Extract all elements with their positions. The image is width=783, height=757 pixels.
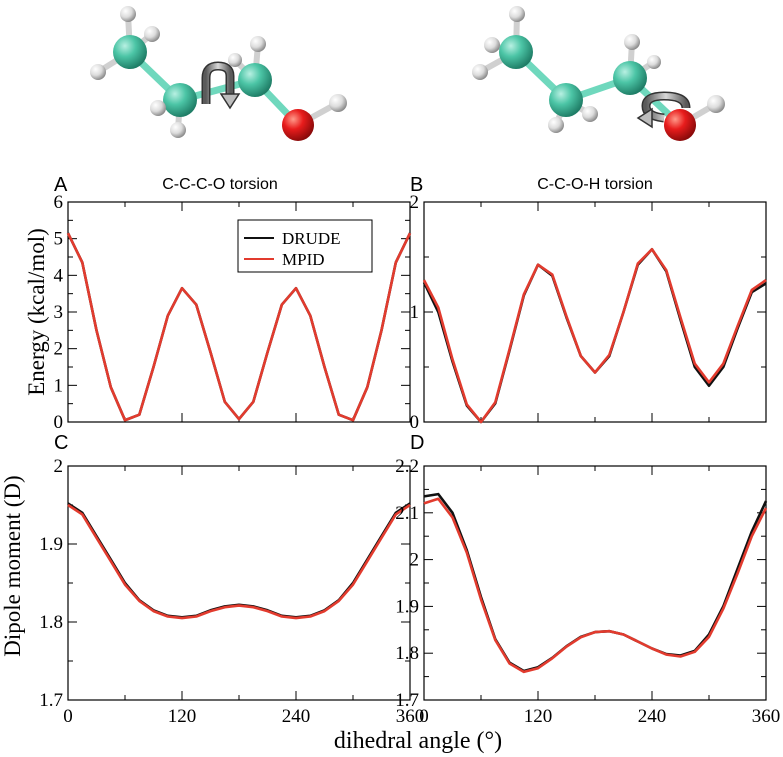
x-axis-label: dihedral angle (°): [334, 728, 502, 754]
plot-frame-c: [67, 465, 411, 701]
x-tick-label: 360: [396, 706, 425, 727]
molecule-ccoh: [472, 6, 725, 141]
panel-letter-b: B: [410, 174, 423, 196]
y-tick-label: 3: [54, 302, 64, 323]
series-line-mpid: [423, 497, 768, 674]
y-tick-label: 1: [410, 302, 420, 323]
panel-b: 0 1 2: [410, 192, 767, 433]
y-tick-label: 2: [54, 339, 64, 360]
series-line-mpid: [66, 232, 412, 422]
y-tick-label: 6: [54, 192, 64, 213]
rotation-arrow-icon: [201, 61, 241, 110]
y-tick-label: 1.8: [395, 643, 419, 664]
y-tick-label: 1.9: [39, 534, 63, 555]
panel-d: 1.7 1.8 1.9 2 2.1 2.2 0 120 240 360: [395, 456, 780, 727]
x-tick-label: 120: [168, 706, 197, 727]
panel-title-b: C-C-O-H torsion: [537, 176, 653, 193]
y-axis-label-dipole: Dipole moment (D): [0, 475, 25, 656]
series-line-mpid: [422, 248, 767, 424]
x-tick-label: 360: [752, 706, 781, 727]
y-tick-label: 5: [54, 229, 64, 250]
x-tick-label: 240: [282, 706, 311, 727]
y-tick-label: 2: [410, 192, 420, 213]
panel-letter-a: A: [54, 174, 68, 196]
y-tick-label: 2.1: [395, 503, 419, 524]
panel-title-a: C-C-C-O torsion: [162, 176, 278, 193]
panel-a: 0 1 2 3 4 5 6: [54, 192, 412, 433]
y-tick-label: 2.2: [395, 456, 419, 477]
molecule-ccco: [90, 6, 347, 141]
legend: DRUDE MPID: [237, 219, 373, 273]
series-line-mpid: [67, 503, 411, 620]
y-tick-label: 0: [410, 412, 420, 433]
y-tick-label: 0: [54, 412, 64, 433]
y-tick-label: 1.7: [39, 690, 63, 711]
legend-label-drude: DRUDE: [282, 229, 341, 248]
y-tick-label: 1.9: [395, 596, 419, 617]
panel-letter-c: C: [54, 432, 68, 454]
y-tick-label: 1.7: [395, 690, 419, 711]
y-tick-label: 4: [54, 265, 64, 286]
rotation-arrow-icon: [636, 91, 691, 129]
y-tick-label: 2: [410, 550, 420, 571]
x-tick-label: 0: [63, 706, 73, 727]
x-tick-label: 120: [524, 706, 553, 727]
panel-letter-d: D: [410, 432, 424, 454]
y-tick-label: 1.8: [39, 612, 63, 633]
series-line-drude: [67, 502, 411, 619]
x-tick-label: 0: [419, 706, 429, 727]
series-line-drude: [422, 248, 767, 424]
legend-label-mpid: MPID: [282, 250, 325, 269]
y-axis-label-energy: Energy (kcal/mol): [24, 228, 49, 396]
y-tick-label: 1: [54, 375, 64, 396]
x-tick-label: 240: [638, 706, 667, 727]
plot-frame-b: [423, 201, 767, 423]
panel-c: 1.7 1.8 1.9 2 0 120 240 360: [39, 456, 424, 727]
y-tick-label: 2: [54, 456, 64, 477]
